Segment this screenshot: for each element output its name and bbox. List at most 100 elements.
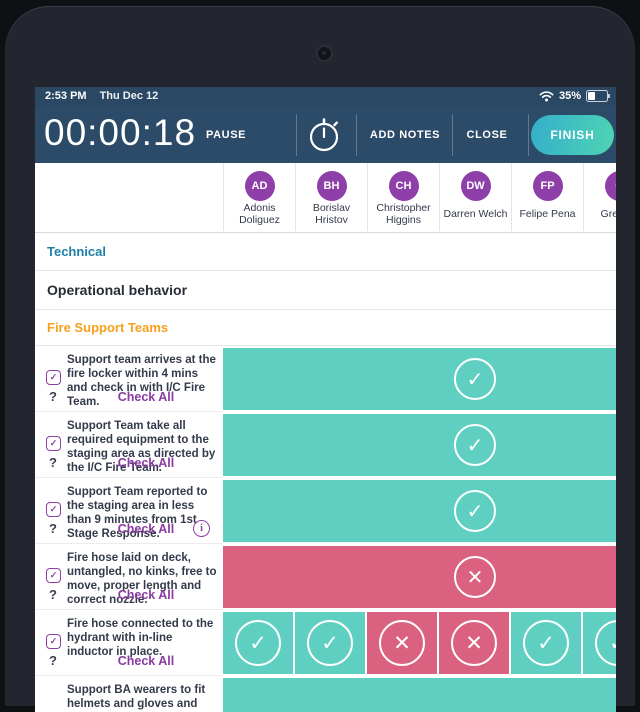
app-screen: 2:53 PM Thu Dec 12 35%	[35, 87, 616, 712]
crew-member-name: Adonis Doliguez	[239, 201, 280, 227]
cross-circle-icon	[379, 620, 425, 666]
check-circle-icon	[454, 490, 496, 532]
toolbar-divider	[296, 114, 297, 156]
crew-member-name: Christopher Higgins	[376, 201, 431, 227]
result-cell[interactable]	[223, 612, 293, 674]
front-camera	[316, 45, 333, 62]
status-bar: 2:53 PM Thu Dec 12 35%	[35, 87, 616, 107]
result-cell-all[interactable]	[223, 678, 616, 712]
checklist-item: Fire hose connected to the hydrant with …	[35, 610, 223, 676]
check-circle-icon	[454, 358, 496, 400]
result-cell[interactable]	[439, 612, 509, 674]
result-cell[interactable]	[295, 612, 365, 674]
help-icon[interactable]: ?	[49, 587, 57, 602]
result-cell-all[interactable]	[223, 480, 616, 542]
help-icon[interactable]: ?	[49, 389, 57, 404]
crew-member-column[interactable]: CH Christopher Higgins	[367, 163, 439, 231]
avatar: AD	[244, 171, 275, 201]
finish-button[interactable]: FINISH	[531, 115, 614, 155]
section-fire-support-teams[interactable]: Fire Support Teams	[35, 310, 616, 346]
toolbar-divider	[356, 114, 357, 156]
crew-member-column[interactable]: G Gregory	[583, 163, 616, 231]
clock-date: Thu Dec 12	[99, 90, 159, 102]
avatar: G	[604, 171, 616, 201]
checkbox-icon[interactable]	[46, 370, 61, 385]
avatar: BH	[316, 171, 347, 201]
checklist-item: Fire hose laid on deck, untangled, no ki…	[35, 544, 223, 610]
checklist-content: AD Adonis Doliguez BH Borislav Hristov C…	[35, 163, 616, 712]
check-all-button[interactable]: Check All	[117, 456, 175, 470]
checkbox-icon[interactable]	[46, 568, 61, 583]
checklist-row: Support Team reported to the staging are…	[35, 478, 616, 544]
checklist-item: Support Team take all required equipment…	[35, 412, 223, 478]
crew-header-row: AD Adonis Doliguez BH Borislav Hristov C…	[35, 163, 616, 233]
checklist-row: Support Team take all required equipment…	[35, 412, 616, 478]
checklist-item-text: Fire hose connected to the hydrant with …	[67, 618, 214, 658]
checklist-item-text: Support Team take all required equipment…	[67, 420, 216, 474]
section-technical[interactable]: Technical	[35, 233, 616, 271]
avatar: CH	[388, 171, 419, 201]
stopwatch-icon[interactable]	[305, 116, 343, 154]
help-icon[interactable]: ?	[49, 653, 57, 668]
crew-member-column[interactable]: BH Borislav Hristov	[295, 163, 367, 231]
checklist-item-text: Support BA wearers to fit helmets and gl…	[67, 684, 206, 710]
check-all-button[interactable]: Check All	[117, 522, 175, 536]
cross-circle-icon	[451, 620, 497, 666]
check-all-button[interactable]: Check All	[117, 654, 175, 668]
crew-member-column[interactable]: FP Felipe Pena	[511, 163, 583, 231]
checklist-item-text: Support Team reported to the staging are…	[67, 486, 208, 540]
toolbar-divider	[452, 114, 453, 156]
crew-member-name: Borislav Hristov	[312, 201, 351, 227]
add-notes-button[interactable]: ADD NOTES	[369, 129, 441, 141]
result-cells	[223, 346, 616, 412]
battery-icon	[586, 90, 610, 102]
crew-member-name: Felipe Pena	[519, 207, 576, 220]
avatar: FP	[532, 171, 563, 201]
result-cells	[223, 478, 616, 544]
result-cell[interactable]	[511, 612, 581, 674]
session-toolbar: 00:00:18 PAUSE ADD NOTES CLOSE FINISH	[35, 107, 616, 163]
toolbar-divider	[528, 114, 529, 156]
check-circle-icon	[235, 620, 281, 666]
cross-circle-icon	[454, 556, 496, 598]
result-cells	[223, 610, 616, 676]
info-icon[interactable]: i	[193, 520, 210, 537]
checkbox-icon[interactable]	[46, 502, 61, 517]
checklist-row: Fire hose laid on deck, untangled, no ki…	[35, 544, 616, 610]
wifi-icon	[539, 90, 554, 102]
check-circle-icon	[523, 620, 569, 666]
result-cell-all[interactable]	[223, 546, 616, 608]
clock-time: 2:53 PM	[45, 90, 87, 102]
check-circle-icon	[454, 424, 496, 466]
check-all-button[interactable]: Check All	[117, 390, 175, 404]
checklist-item: Support Team reported to the staging are…	[35, 478, 223, 544]
pause-button[interactable]: PAUSE	[206, 129, 247, 141]
crew-member-column[interactable]: DW Darren Welch	[439, 163, 511, 231]
crew-member-name: Darren Welch	[443, 207, 508, 220]
checklist-item-text: Support team arrives at the fire locker …	[67, 354, 216, 408]
checklist-row: Support BA wearers to fit helmets and gl…	[35, 676, 616, 712]
checklist-row: Fire hose connected to the hydrant with …	[35, 610, 616, 676]
result-cells	[223, 544, 616, 610]
result-cells	[223, 412, 616, 478]
result-cell-all[interactable]	[223, 348, 616, 410]
close-button[interactable]: CLOSE	[466, 129, 508, 141]
check-circle-icon	[307, 620, 353, 666]
battery-percent: 35%	[558, 90, 581, 102]
avatar: DW	[460, 171, 491, 201]
checklist-item: Support team arrives at the fire locker …	[35, 346, 223, 412]
result-cell-all[interactable]	[223, 414, 616, 476]
check-circle-icon	[595, 620, 616, 666]
crew-member-column[interactable]: AD Adonis Doliguez	[223, 163, 295, 231]
section-operational-behavior[interactable]: Operational behavior	[35, 271, 616, 310]
help-icon[interactable]: ?	[49, 455, 57, 470]
help-icon[interactable]: ?	[49, 521, 57, 536]
checkbox-icon[interactable]	[46, 634, 61, 649]
checkbox-icon[interactable]	[46, 436, 61, 451]
crew-member-name: Gregory	[600, 207, 616, 220]
result-cell[interactable]	[367, 612, 437, 674]
check-all-button[interactable]: Check All	[117, 588, 175, 602]
checklist-item: Support BA wearers to fit helmets and gl…	[35, 676, 223, 712]
result-cell[interactable]	[583, 612, 616, 674]
